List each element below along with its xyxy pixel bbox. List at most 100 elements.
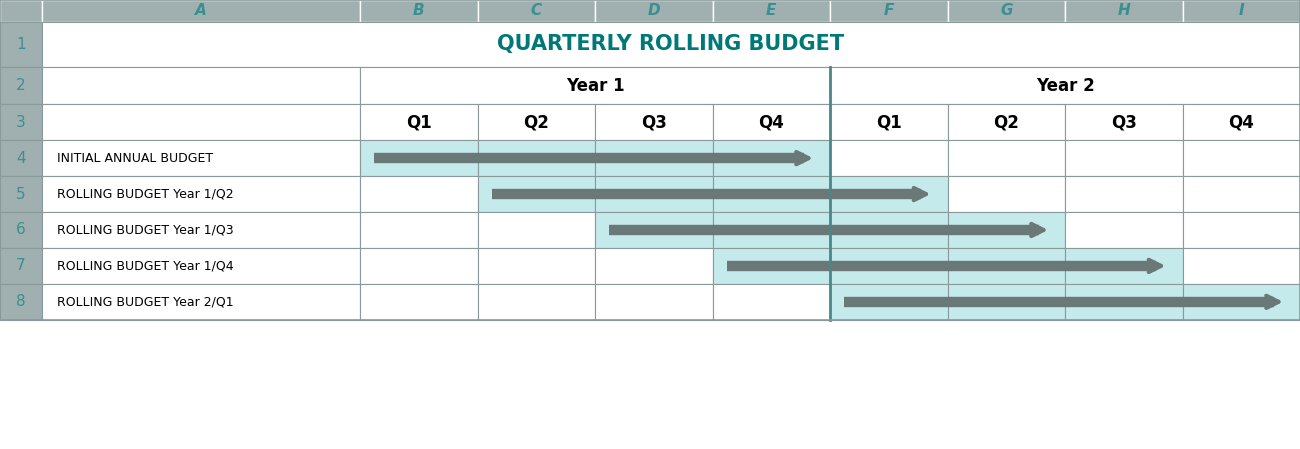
Bar	[1183, 176, 1300, 212]
Bar	[0, 284, 42, 320]
Text: Q3: Q3	[1110, 113, 1136, 131]
Bar	[1065, 212, 1183, 248]
Bar	[712, 140, 829, 176]
Bar	[0, 104, 42, 140]
Bar	[595, 212, 712, 248]
Bar	[829, 140, 948, 176]
Bar	[1065, 0, 1183, 22]
Bar	[595, 248, 712, 284]
Bar	[477, 212, 595, 248]
Bar	[1183, 284, 1300, 320]
Bar	[1183, 212, 1300, 248]
Bar	[477, 248, 595, 284]
Bar	[712, 284, 829, 320]
Text: 4: 4	[16, 151, 26, 166]
Text: 8: 8	[16, 295, 26, 309]
Text: Q2: Q2	[993, 113, 1019, 131]
Text: 3: 3	[16, 115, 26, 130]
Bar	[0, 0, 1300, 320]
Text: Q2: Q2	[524, 113, 549, 131]
Bar	[0, 140, 42, 176]
Bar	[360, 0, 477, 22]
Bar	[829, 176, 948, 212]
Text: 1: 1	[16, 37, 26, 52]
Bar	[829, 67, 1300, 104]
Bar	[360, 176, 477, 212]
Bar	[829, 104, 948, 140]
Text: G: G	[1000, 4, 1013, 18]
Text: INITIAL ANNUAL BUDGET: INITIAL ANNUAL BUDGET	[57, 152, 213, 165]
Text: Q3: Q3	[641, 113, 667, 131]
Bar	[595, 284, 712, 320]
Bar	[360, 140, 477, 176]
Text: ROLLING BUDGET Year 2/Q1: ROLLING BUDGET Year 2/Q1	[57, 295, 234, 308]
Text: 5: 5	[16, 187, 26, 202]
Bar	[948, 176, 1065, 212]
Bar	[712, 176, 829, 212]
Bar	[0, 248, 42, 284]
Bar	[477, 0, 595, 22]
Bar	[42, 140, 360, 176]
Text: F: F	[884, 4, 894, 18]
Bar	[360, 284, 477, 320]
Bar	[477, 284, 595, 320]
Bar	[42, 22, 1300, 67]
Text: Q1: Q1	[876, 113, 902, 131]
Bar	[360, 248, 477, 284]
Bar	[948, 212, 1065, 248]
Bar	[1065, 176, 1183, 212]
Bar	[595, 104, 712, 140]
Bar	[42, 284, 360, 320]
Bar	[829, 248, 948, 284]
Text: Year 2: Year 2	[1036, 77, 1095, 95]
Bar	[42, 67, 360, 104]
Bar	[42, 176, 360, 212]
Bar	[0, 176, 42, 212]
Text: 6: 6	[16, 223, 26, 238]
Bar	[829, 212, 948, 248]
Bar	[712, 0, 829, 22]
Bar	[712, 212, 829, 248]
Bar	[829, 284, 948, 320]
Bar	[0, 0, 42, 22]
Bar	[42, 248, 360, 284]
Bar	[1183, 140, 1300, 176]
Bar	[712, 104, 829, 140]
Bar	[948, 248, 1065, 284]
Text: 7: 7	[16, 259, 26, 273]
Bar	[477, 140, 595, 176]
Bar	[360, 212, 477, 248]
Bar	[42, 212, 360, 248]
Bar	[829, 0, 948, 22]
Text: A: A	[195, 4, 207, 18]
Bar	[1183, 248, 1300, 284]
Bar	[712, 248, 829, 284]
Text: C: C	[530, 4, 542, 18]
Bar	[0, 22, 42, 67]
Bar	[595, 176, 712, 212]
Text: QUARTERLY ROLLING BUDGET: QUARTERLY ROLLING BUDGET	[498, 35, 845, 54]
Text: ROLLING BUDGET Year 1/Q4: ROLLING BUDGET Year 1/Q4	[57, 260, 234, 273]
Text: Q1: Q1	[406, 113, 432, 131]
Text: B: B	[413, 4, 425, 18]
Bar	[595, 0, 712, 22]
Bar	[360, 67, 829, 104]
Bar	[948, 104, 1065, 140]
Text: I: I	[1239, 4, 1244, 18]
Text: ROLLING BUDGET Year 1/Q3: ROLLING BUDGET Year 1/Q3	[57, 224, 234, 237]
Bar	[477, 176, 595, 212]
Text: Q4: Q4	[1228, 113, 1254, 131]
Bar	[948, 0, 1065, 22]
Bar	[42, 104, 360, 140]
Bar	[477, 104, 595, 140]
Text: H: H	[1118, 4, 1130, 18]
Bar	[1065, 104, 1183, 140]
Text: E: E	[766, 4, 776, 18]
Text: 2: 2	[16, 78, 26, 93]
Bar	[1065, 284, 1183, 320]
Text: Q4: Q4	[758, 113, 784, 131]
Bar	[0, 212, 42, 248]
Bar	[1183, 104, 1300, 140]
Bar	[595, 140, 712, 176]
Bar	[360, 104, 477, 140]
